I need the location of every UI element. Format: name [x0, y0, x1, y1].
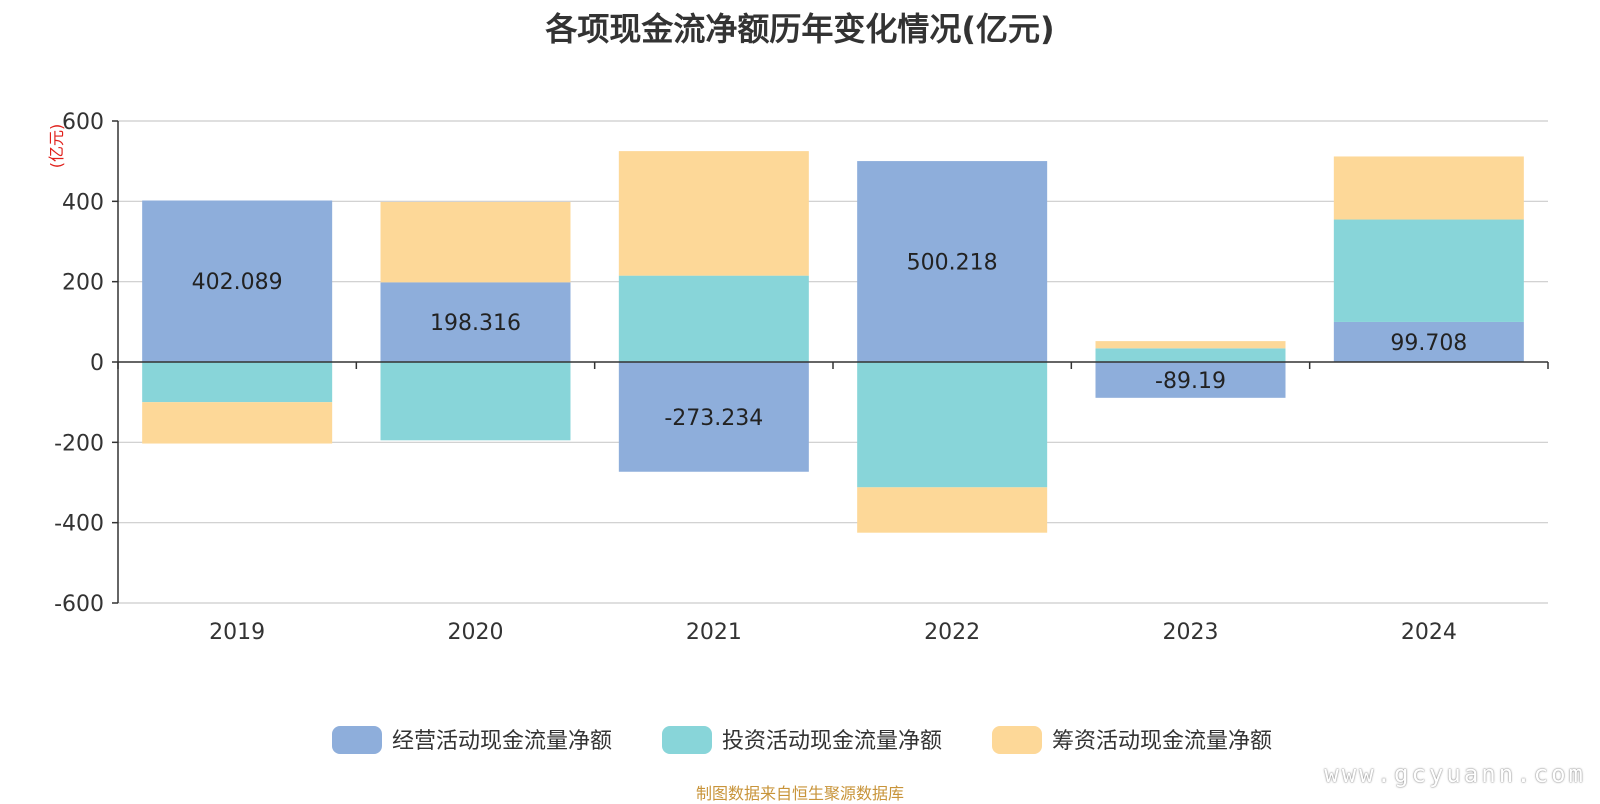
- data-label: -273.234: [664, 406, 763, 431]
- x-tick-label: 2019: [209, 620, 265, 645]
- bar-segment: [618, 275, 809, 362]
- y-tick-label: 0: [90, 351, 104, 376]
- bar-segment: [857, 161, 1048, 362]
- bar-segment: [1333, 219, 1524, 322]
- bar-segment: [618, 362, 809, 472]
- y-tick-label: -400: [54, 512, 104, 537]
- data-source-note: 制图数据来自恒生聚源数据库: [695, 784, 904, 803]
- bar-segment: [142, 402, 333, 444]
- y-axis-label: (亿元): [47, 124, 66, 169]
- chart-title: 各项现金流净额历年变化情况(亿元): [545, 10, 1055, 48]
- y-tick-label: 400: [62, 190, 104, 215]
- axes: 600 400 200 0 -200 -400 -600 2019 2020 2021 2022 20…: [54, 110, 1549, 645]
- bar-segment: [380, 362, 571, 441]
- y-tick-label: 600: [62, 110, 104, 135]
- legend: 经营活动现金流量净额 投资活动现金流量净额 筹资活动现金流量净额: [332, 726, 1272, 754]
- data-label: 500.218: [907, 251, 998, 276]
- data-label: 198.316: [430, 311, 521, 336]
- bar-segment: [618, 151, 809, 276]
- bar-segment: [1333, 156, 1524, 220]
- legend-swatch: [662, 726, 712, 754]
- bar-segment: [380, 202, 571, 283]
- y-tick-label: -600: [54, 592, 104, 617]
- data-label: 402.089: [192, 270, 283, 295]
- legend-swatch: [332, 726, 382, 754]
- watermark: www.gcyuann.com: [1324, 760, 1586, 788]
- y-tick-label: -200: [54, 431, 104, 456]
- data-labels: 402.089 198.316 -273.234 500.218 -89.19 99.70…: [192, 251, 1468, 431]
- legend-label: 经营活动现金流量净额: [392, 729, 612, 754]
- legend-label: 筹资活动现金流量净额: [1052, 729, 1272, 754]
- legend-swatch: [992, 726, 1042, 754]
- x-tick-label: 2024: [1401, 620, 1457, 645]
- bar-segment: [142, 200, 333, 362]
- grid-lines: [118, 120, 1548, 604]
- x-tick-label: 2020: [448, 620, 504, 645]
- data-label: 99.708: [1390, 331, 1467, 356]
- bar-segment: [857, 487, 1048, 533]
- bar-segment: [857, 362, 1048, 488]
- bar-segment: [1095, 348, 1286, 362]
- legend-label: 投资活动现金流量净额: [722, 729, 942, 754]
- x-tick-label: 2022: [924, 620, 980, 645]
- bar-segment: [1095, 341, 1286, 349]
- x-tick-label: 2021: [686, 620, 742, 645]
- bars: [142, 151, 1524, 533]
- x-tick-label: 2023: [1163, 620, 1219, 645]
- data-label: -89.19: [1155, 369, 1226, 394]
- bar-segment: [1095, 362, 1286, 398]
- bar-segment: [380, 282, 571, 362]
- bar-segment: [142, 362, 333, 403]
- bar-segment: [1333, 321, 1524, 362]
- y-tick-label: 200: [62, 271, 104, 296]
